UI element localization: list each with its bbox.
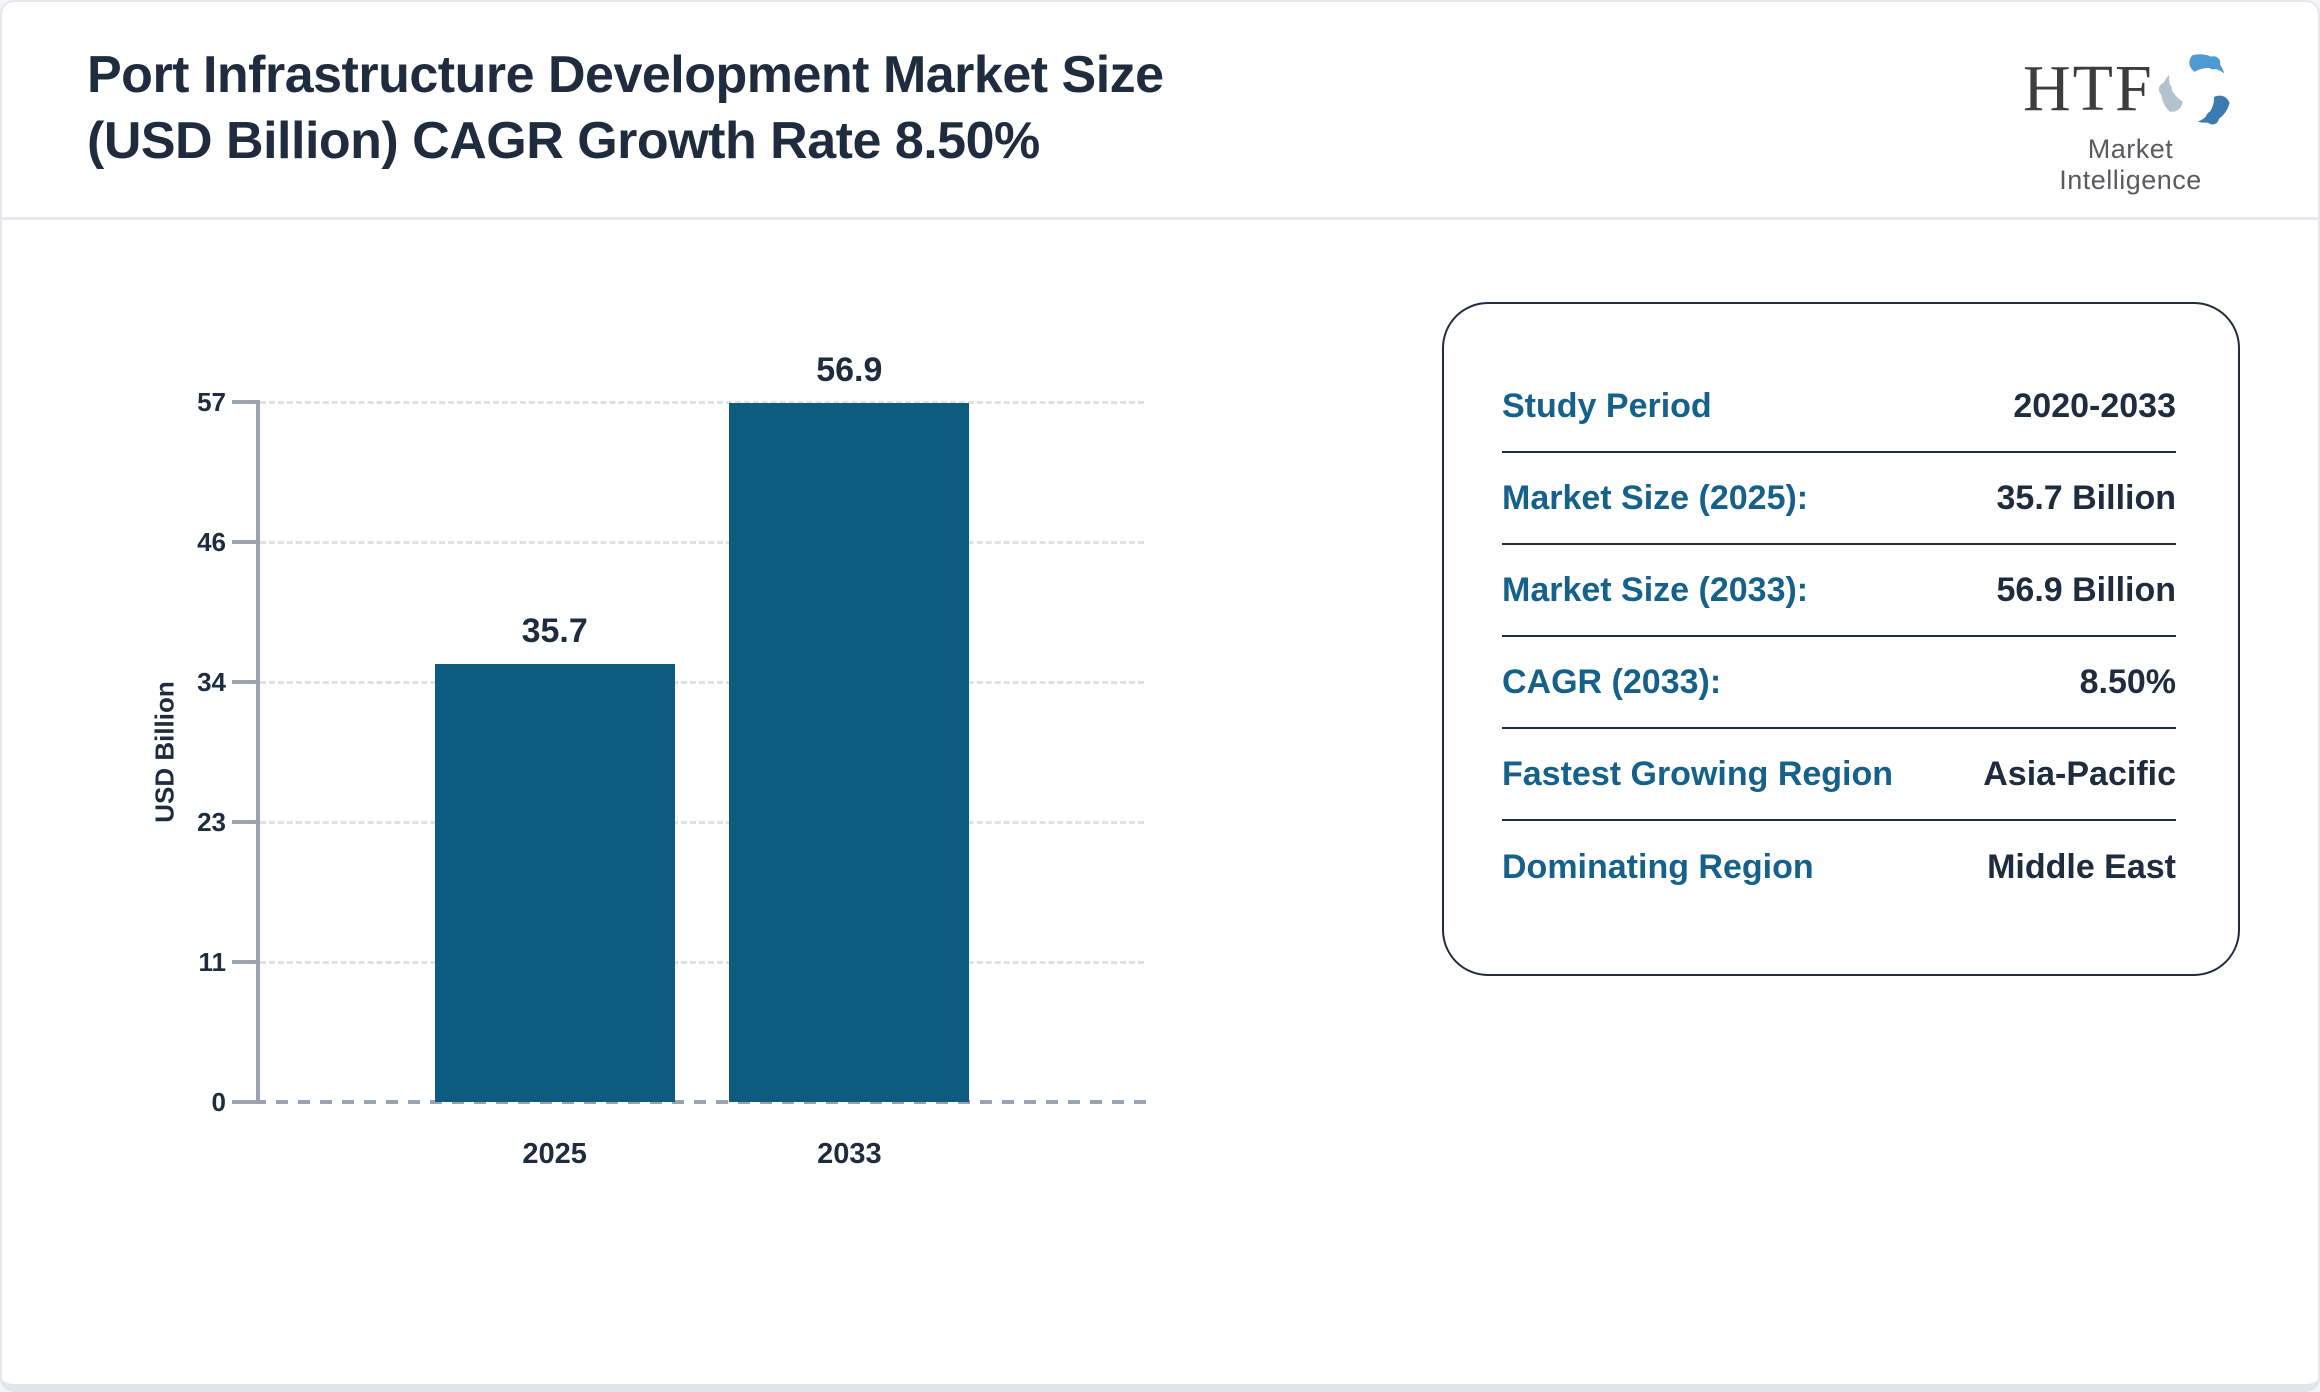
y-tick-label: 57 <box>197 387 226 417</box>
logo-wordmark: HTF <box>2023 52 2154 125</box>
info-card-row: Market Size (2025): 35.7 Billion <box>1502 453 2176 545</box>
y-tick-mark <box>232 400 258 404</box>
info-card-row-value: 35.7 Billion <box>1996 478 2177 517</box>
y-tick-mark <box>232 540 258 544</box>
gridline <box>260 961 1144 964</box>
info-card-row: Study Period 2020-2033 <box>1502 361 2176 453</box>
info-card-row-value: 2020-2033 <box>2013 386 2176 425</box>
info-card-row-label: Market Size (2025): <box>1502 478 1809 517</box>
bar-2033 <box>729 403 970 1102</box>
info-card-row-value: 56.9 Billion <box>1996 570 2177 609</box>
bar-2025 <box>434 663 675 1102</box>
gridline <box>260 541 1144 544</box>
gridline <box>260 401 1144 404</box>
page-title-line1: Port Infrastructure Development Market S… <box>87 46 1164 104</box>
logo-swirl-icon <box>2158 54 2230 125</box>
info-card-row-label: Study Period <box>1502 386 1712 425</box>
y-tick-label: 0 <box>211 1087 226 1117</box>
info-card-row-value: Asia-Pacific <box>1983 754 2176 793</box>
info-card-row-label: Dominating Region <box>1502 847 1814 886</box>
info-card-row-label: Fastest Growing Region <box>1502 754 1894 793</box>
y-tick-label: 34 <box>197 667 226 697</box>
gridline <box>260 681 1144 684</box>
info-card: Study Period 2020-2033 Market Size (2025):… <box>1442 302 2240 976</box>
info-card-row: CAGR (2033): 8.50% <box>1502 637 2176 729</box>
y-tick-mark <box>232 1100 258 1104</box>
x-axis-category-label: 2033 <box>817 1138 882 1170</box>
bar-value-label: 35.7 <box>521 611 588 650</box>
htf-logo: HTF Market Intelligence <box>2023 54 2238 196</box>
info-card-row: Market Size (2033): 56.9 Billion <box>1502 545 2176 637</box>
y-tick-mark <box>232 680 258 684</box>
info-card-row-value: 8.50% <box>2079 662 2176 701</box>
y-tick-label: 23 <box>197 807 226 837</box>
y-tick-label: 46 <box>197 527 226 557</box>
gridline <box>260 821 1144 824</box>
info-card-row-value: Middle East <box>1987 847 2176 886</box>
y-tick-mark <box>232 820 258 824</box>
info-card-row: Fastest Growing Region Asia-Pacific <box>1502 729 2176 821</box>
page-title: Port Infrastructure Development Market S… <box>87 42 1164 174</box>
info-card-row: Dominating Region Middle East <box>1502 821 2176 913</box>
y-tick-label: 11 <box>198 947 227 977</box>
y-axis-line <box>256 400 260 1104</box>
logo-subtitle: Market Intelligence <box>2059 134 2202 195</box>
y-axis-title: USD Billion <box>149 681 180 823</box>
page-title-line2: (USD Billion) CAGR Growth Rate 8.50% <box>87 112 1040 170</box>
header-divider <box>2 217 2318 220</box>
y-tick-mark <box>232 960 258 964</box>
info-card-row-label: CAGR (2033): <box>1502 662 1722 701</box>
info-card-row-label: Market Size (2033): <box>1502 570 1809 609</box>
x-axis-category-label: 2025 <box>522 1138 587 1170</box>
bar-value-label: 56.9 <box>816 351 883 390</box>
x-axis-baseline <box>232 1100 1148 1104</box>
